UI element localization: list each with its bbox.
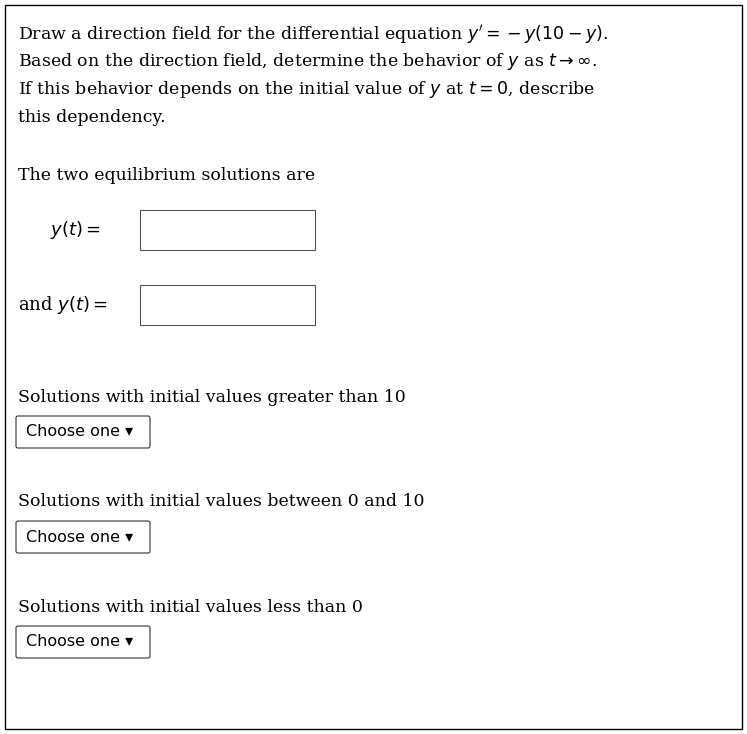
FancyBboxPatch shape <box>16 416 150 448</box>
Text: and $y(t) =$: and $y(t) =$ <box>18 294 108 316</box>
Text: $y(t) =$: $y(t) =$ <box>50 219 101 241</box>
Text: Solutions with initial values greater than 10: Solutions with initial values greater th… <box>18 388 406 405</box>
Text: Choose one ▾: Choose one ▾ <box>26 529 133 545</box>
Text: Solutions with initial values between 0 and 10: Solutions with initial values between 0 … <box>18 493 424 511</box>
Text: Solutions with initial values less than 0: Solutions with initial values less than … <box>18 598 363 616</box>
FancyBboxPatch shape <box>16 626 150 658</box>
Text: Based on the direction field, determine the behavior of $y$ as $t \to \infty$.: Based on the direction field, determine … <box>18 51 597 73</box>
Text: this dependency.: this dependency. <box>18 109 166 126</box>
Text: Choose one ▾: Choose one ▾ <box>26 424 133 440</box>
Text: Draw a direction field for the differential equation $y^{\prime} = -y(10 - y)$.: Draw a direction field for the different… <box>18 23 608 46</box>
FancyBboxPatch shape <box>5 5 742 729</box>
Text: Choose one ▾: Choose one ▾ <box>26 634 133 650</box>
Text: The two equilibrium solutions are: The two equilibrium solutions are <box>18 167 315 184</box>
Text: If this behavior depends on the initial value of $y$ at $t = 0$, describe: If this behavior depends on the initial … <box>18 79 595 101</box>
FancyBboxPatch shape <box>16 521 150 553</box>
FancyBboxPatch shape <box>140 285 315 325</box>
FancyBboxPatch shape <box>140 210 315 250</box>
